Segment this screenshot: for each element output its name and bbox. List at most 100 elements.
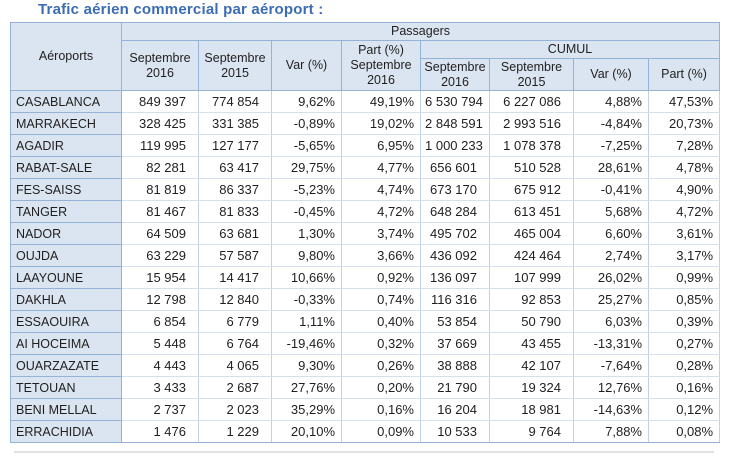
part-sep2016-cell: 4,77%: [341, 156, 421, 180]
airport-name-cell: OUJDA: [10, 244, 122, 268]
var-cell: -0,45%: [271, 200, 342, 224]
cumul-part-cell: 4,90%: [647, 178, 721, 202]
var-cell: 29,75%: [271, 156, 342, 180]
sep2016-cell: 81 819: [121, 178, 199, 202]
header-month-part: Part (%) Septembre 2016: [341, 39, 421, 92]
table-row: OUJDA 63 229 57 587 9,80% 3,66% 436 092 …: [10, 244, 721, 268]
part-sep2016-cell: 0,09%: [341, 420, 421, 444]
cumul-var-cell: 4,88%: [573, 90, 649, 114]
table-row: NADOR 64 509 63 681 1,30% 3,74% 495 702 …: [10, 222, 721, 246]
page-title: Trafic aérien commercial par aéroport :: [38, 1, 324, 18]
part-sep2016-cell: 3,66%: [341, 244, 421, 268]
airport-name-cell: BENI MELLAL: [10, 398, 122, 422]
sep2015-cell: 86 337: [198, 178, 272, 202]
part-sep2016-cell: 4,72%: [341, 200, 421, 224]
part-sep2016-cell: 0,92%: [341, 266, 421, 290]
cumul-part-cell: 0,16%: [647, 376, 721, 400]
sep2015-cell: 774 854: [198, 90, 272, 114]
table-row: ERRACHIDIA 1 476 1 229 20,10% 0,09% 10 5…: [10, 420, 721, 444]
sep2016-cell: 63 229: [121, 244, 199, 268]
sep2016-cell: 119 995: [121, 134, 199, 158]
table-body: CASABLANCA 849 397 774 854 9,62% 49,19% …: [10, 90, 721, 444]
part-sep2016-cell: 0,16%: [341, 398, 421, 422]
table-row: MARRAKECH 328 425 331 385 -0,89% 19,02% …: [10, 112, 721, 136]
header-airports: Aéroports: [10, 21, 122, 92]
cumul-var-cell: 7,88%: [573, 420, 649, 444]
airport-name-cell: LAAYOUNE: [10, 266, 122, 290]
table-header: Aéroports Passagers Septembre 2016 Septe…: [10, 21, 721, 92]
cumul-sep2016-cell: 6 530 794: [420, 90, 490, 114]
cumul-var-cell: 25,27%: [573, 288, 649, 312]
sep2016-cell: 849 397: [121, 90, 199, 114]
cumul-sep2015-cell: 19 324: [489, 376, 574, 400]
airport-name-cell: TETOUAN: [10, 376, 122, 400]
cumul-var-cell: -14,63%: [573, 398, 649, 422]
header-cumul: CUMUL: [419, 39, 721, 59]
cumul-sep2015-cell: 675 912: [489, 178, 574, 202]
header-month-sep2016: Septembre 2016: [121, 39, 199, 92]
var-cell: 9,62%: [271, 90, 342, 114]
cumul-part-cell: 0,12%: [647, 398, 721, 422]
sep2015-cell: 12 840: [198, 288, 272, 312]
cumul-sep2015-cell: 510 528: [489, 156, 574, 180]
cumul-part-cell: 0,39%: [647, 310, 721, 334]
part-sep2016-cell: 6,95%: [341, 134, 421, 158]
airport-name-cell: AI HOCEIMA: [10, 332, 122, 356]
airport-name-cell: DAKHLA: [10, 288, 122, 312]
airport-name-cell: ESSAOUIRA: [10, 310, 122, 334]
airport-name-cell: ERRACHIDIA: [10, 420, 122, 444]
cumul-var-cell: -7,25%: [573, 134, 649, 158]
sep2016-cell: 81 467: [121, 200, 199, 224]
part-sep2016-cell: 4,74%: [341, 178, 421, 202]
cumul-sep2015-cell: 107 999: [489, 266, 574, 290]
header-cumul-var: Var (%): [573, 57, 649, 92]
sep2016-cell: 15 954: [121, 266, 199, 290]
sep2015-cell: 6 764: [198, 332, 272, 356]
part-sep2016-cell: 19,02%: [341, 112, 421, 136]
cumul-part-cell: 0,85%: [647, 288, 721, 312]
cumul-sep2016-cell: 38 888: [420, 354, 490, 378]
cumul-part-cell: 3,17%: [647, 244, 721, 268]
cumul-sep2016-cell: 1 000 233: [420, 134, 490, 158]
cumul-var-cell: 2,74%: [573, 244, 649, 268]
table-row: CASABLANCA 849 397 774 854 9,62% 49,19% …: [10, 90, 721, 114]
airport-name-cell: RABAT-SALE: [10, 156, 122, 180]
header-cumul-sep2016: Septembre 2016: [420, 57, 490, 92]
cumul-var-cell: 12,76%: [573, 376, 649, 400]
cumul-sep2016-cell: 10 533: [420, 420, 490, 444]
sep2015-cell: 81 833: [198, 200, 272, 224]
part-sep2016-cell: 0,26%: [341, 354, 421, 378]
var-cell: -19,46%: [271, 332, 342, 356]
cumul-sep2016-cell: 673 170: [420, 178, 490, 202]
cumul-var-cell: 6,60%: [573, 222, 649, 246]
airport-name-cell: AGADIR: [10, 134, 122, 158]
table-row: AGADIR 119 995 127 177 -5,65% 6,95% 1 00…: [10, 134, 721, 158]
table-shadow: [14, 451, 714, 453]
cumul-sep2016-cell: 37 669: [420, 332, 490, 356]
part-sep2016-cell: 3,74%: [341, 222, 421, 246]
var-cell: -5,65%: [271, 134, 342, 158]
cumul-part-cell: 47,53%: [647, 90, 721, 114]
cumul-sep2016-cell: 495 702: [420, 222, 490, 246]
sep2015-cell: 63 681: [198, 222, 272, 246]
cumul-sep2016-cell: 436 092: [420, 244, 490, 268]
airport-name-cell: MARRAKECH: [10, 112, 122, 136]
var-cell: 1,11%: [271, 310, 342, 334]
var-cell: 20,10%: [271, 420, 342, 444]
table-row: RABAT-SALE 82 281 63 417 29,75% 4,77% 65…: [10, 156, 721, 180]
sep2016-cell: 5 448: [121, 332, 199, 356]
table-row: AI HOCEIMA 5 448 6 764 -19,46% 0,32% 37 …: [10, 332, 721, 356]
cumul-sep2016-cell: 656 601: [420, 156, 490, 180]
header-month-sep2015: Septembre 2015: [198, 39, 272, 92]
cumul-sep2015-cell: 1 078 378: [489, 134, 574, 158]
cumul-sep2015-cell: 2 993 516: [489, 112, 574, 136]
airport-name-cell: FES-SAISS: [10, 178, 122, 202]
cumul-sep2015-cell: 613 451: [489, 200, 574, 224]
var-cell: 9,30%: [271, 354, 342, 378]
cumul-part-cell: 4,78%: [647, 156, 721, 180]
table-row: OUARZAZATE 4 443 4 065 9,30% 0,26% 38 88…: [10, 354, 721, 378]
cumul-part-cell: 3,61%: [647, 222, 721, 246]
header-month-var: Var (%): [271, 39, 342, 92]
table-row: LAAYOUNE 15 954 14 417 10,66% 0,92% 136 …: [10, 266, 721, 290]
cumul-sep2016-cell: 116 316: [420, 288, 490, 312]
